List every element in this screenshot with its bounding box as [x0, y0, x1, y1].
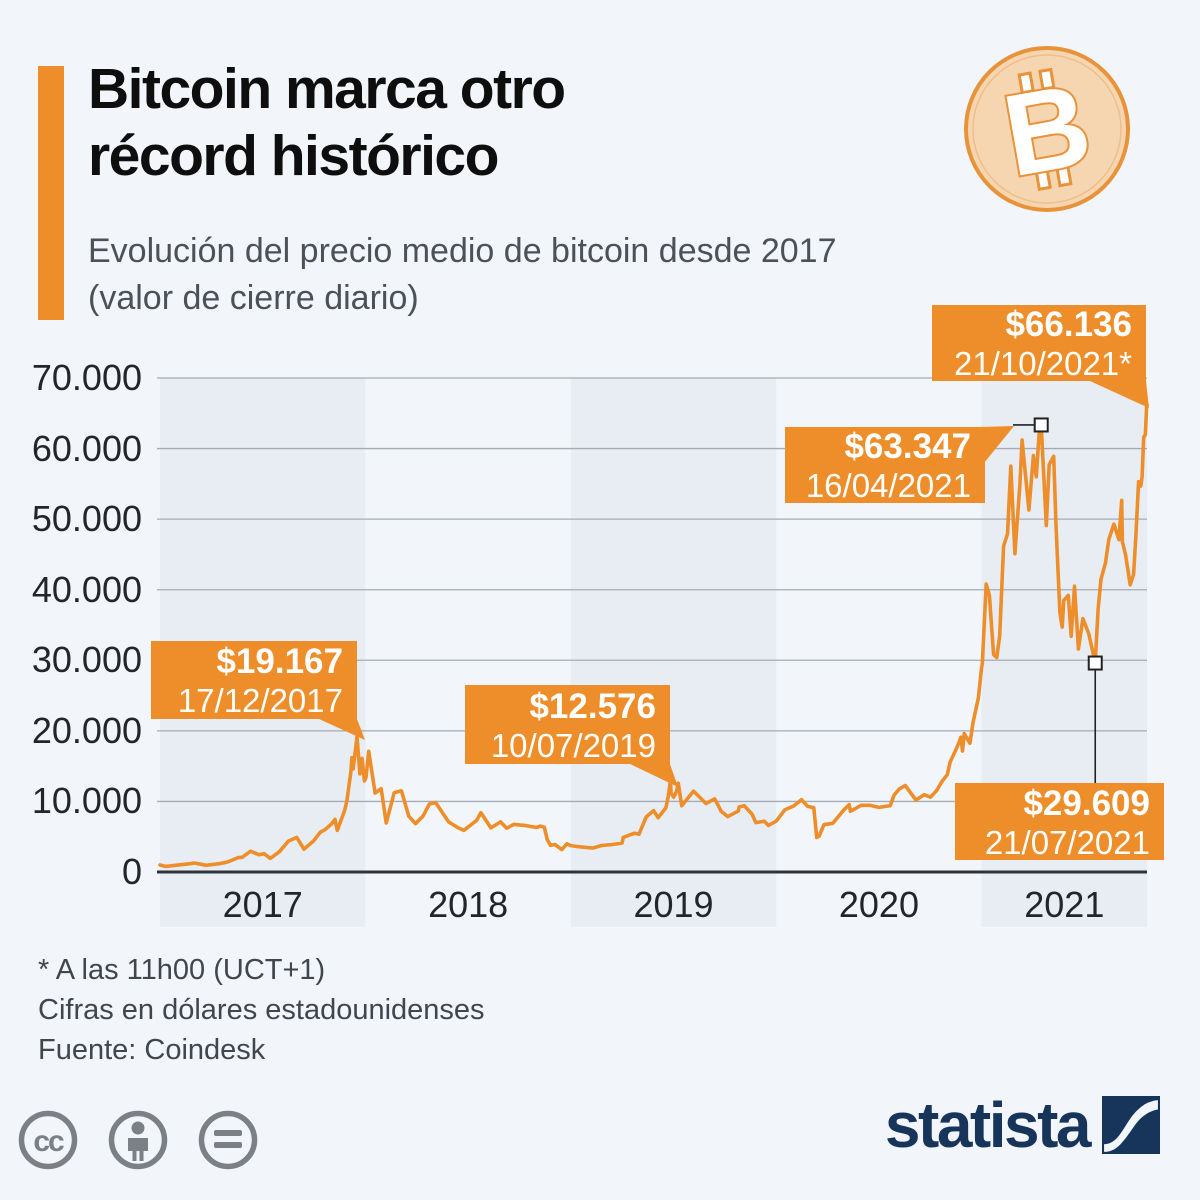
- callout-date: 10/07/2019: [490, 726, 656, 764]
- y-tick-70.000: 70.000: [31, 357, 142, 398]
- y-tick-50.000: 50.000: [31, 498, 142, 540]
- y-tick-20.000: 20.000: [31, 709, 142, 751]
- accent-bar: [38, 66, 64, 320]
- footnotes: * A las 11h00 (UCT+1) Cifras en dólares …: [38, 950, 485, 1070]
- y-tick-0: 0: [121, 851, 142, 892]
- callout-value: $12.576: [529, 686, 656, 726]
- y-tick-30.000: 30.000: [31, 639, 142, 681]
- svg-text:cc: cc: [33, 1125, 64, 1158]
- year-band-2019: [570, 378, 777, 927]
- subtitle-line-1: Evolución del precio medio de bitcoin de…: [88, 232, 837, 270]
- statista-logo: statista: [884, 1089, 1160, 1161]
- equals-no-derivatives-icon: [198, 1110, 258, 1170]
- callout-value: $19.167: [216, 642, 343, 681]
- callout-date: 16/04/2021: [805, 467, 971, 504]
- subtitle-line-2: (valor de cierre diario): [88, 279, 419, 317]
- callout-value: $29.609: [1023, 783, 1150, 823]
- x-tick-2021: 2021: [1024, 884, 1105, 925]
- x-tick-2019: 2019: [633, 884, 714, 925]
- callout-peak-2019: $12.576 10/07/2019: [465, 685, 670, 764]
- callout-date: 21/07/2021: [984, 823, 1150, 861]
- footnote-asterisk: * A las 11h00 (UCT+1): [38, 954, 326, 986]
- x-tick-2017: 2017: [222, 884, 303, 925]
- pointer-peak-2017: [319, 719, 365, 740]
- callout-peak-apr-2021: $63.347 16/04/2021: [785, 427, 985, 504]
- chart-subtitle: Evolución del precio medio de bitcoin de…: [88, 228, 837, 322]
- x-tick-2020: 2020: [838, 884, 919, 925]
- statista-logo-mark: [1102, 1096, 1160, 1154]
- callout-low-jul-2021: $29.609 21/07/2021: [955, 783, 1164, 861]
- title-line-1: Bitcoin marca otro: [88, 57, 566, 121]
- attribution-person-icon: [108, 1110, 168, 1170]
- y-tick-40.000: 40.000: [31, 568, 142, 610]
- callout-date: 21/10/2021*: [953, 345, 1132, 382]
- pointer-peak-2019: [630, 764, 678, 787]
- source-line: Fuente: Coindesk: [38, 1034, 266, 1066]
- title-line-2: récord histórico: [88, 124, 499, 188]
- y-tick-60.000: 60.000: [31, 427, 142, 469]
- marker-peak-apr-2021: [1033, 417, 1049, 433]
- callout-record-oct-2021: $66.136 21/10/2021*: [932, 305, 1146, 382]
- pointer-record-oct-2021: [1090, 381, 1149, 408]
- cc-icon: cc: [18, 1110, 78, 1170]
- footnote-units: Cifras en dólares estadounidenses: [38, 994, 485, 1026]
- x-tick-2018: 2018: [428, 884, 509, 925]
- marker-low-jul-2021: [1087, 655, 1103, 671]
- callout-value: $66.136: [1005, 305, 1132, 344]
- page-title: Bitcoin marca otro récord histórico: [88, 56, 566, 190]
- bitcoin-coin-icon: B: [964, 46, 1130, 212]
- y-tick-10.000: 10.000: [31, 780, 142, 822]
- statista-wordmark: statista: [884, 1089, 1092, 1161]
- callout-date: 17/12/2017: [177, 682, 343, 719]
- price-line: [158, 403, 1149, 869]
- callout-value: $63.347: [844, 427, 971, 466]
- license-icons: cc: [18, 1110, 258, 1170]
- callout-peak-2017: $19.167 17/12/2017: [151, 641, 357, 719]
